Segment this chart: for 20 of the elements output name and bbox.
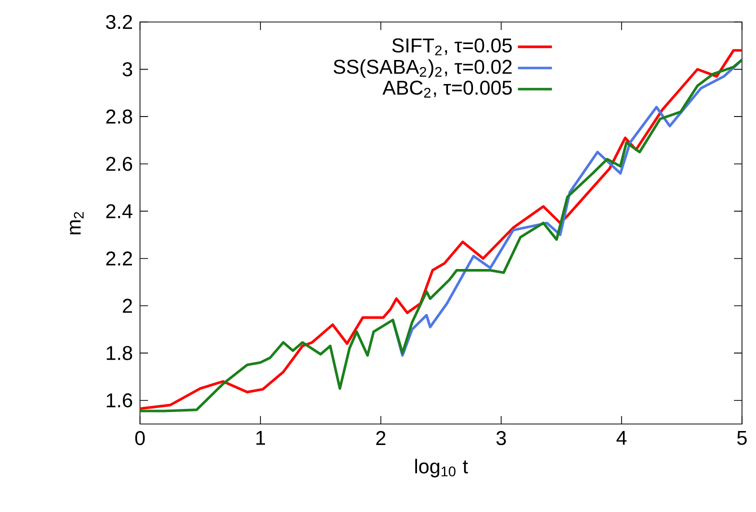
y-tick-label: 2.8 bbox=[106, 110, 132, 124]
x-tick-label: 0 bbox=[135, 431, 145, 446]
x-tick-label: 1 bbox=[256, 431, 265, 445]
x-tick-label: 4 bbox=[616, 431, 627, 445]
y-tick-label: 2.2 bbox=[106, 252, 132, 266]
legend-label: SS(SABA$_{2}$)$_{2}$, τ=0.02 bbox=[334, 59, 512, 78]
y-axis-title: m$_{2}$ bbox=[70, 212, 84, 234]
x-tick-label: 3 bbox=[496, 431, 506, 446]
y-tick-label: 1.6 bbox=[106, 393, 132, 408]
x-axis-title: log$_{10}$ t bbox=[415, 458, 468, 478]
y-tick-label: 1.8 bbox=[106, 346, 132, 360]
y-tick-label: 3.2 bbox=[106, 14, 132, 30]
y-tick-label: 2 bbox=[122, 298, 132, 313]
y-tick-label: 2.4 bbox=[106, 204, 132, 218]
y-tick-label: 2.6 bbox=[106, 156, 132, 171]
y-tick-label: 3 bbox=[122, 62, 132, 76]
legend-label: SIFT$_{2}$, τ=0.05 bbox=[392, 38, 512, 56]
x-tick-label: 5 bbox=[737, 431, 747, 445]
x-tick-label: 2 bbox=[376, 431, 386, 445]
legend-label: ABC$_{2}$, τ=0.005 bbox=[382, 80, 512, 98]
